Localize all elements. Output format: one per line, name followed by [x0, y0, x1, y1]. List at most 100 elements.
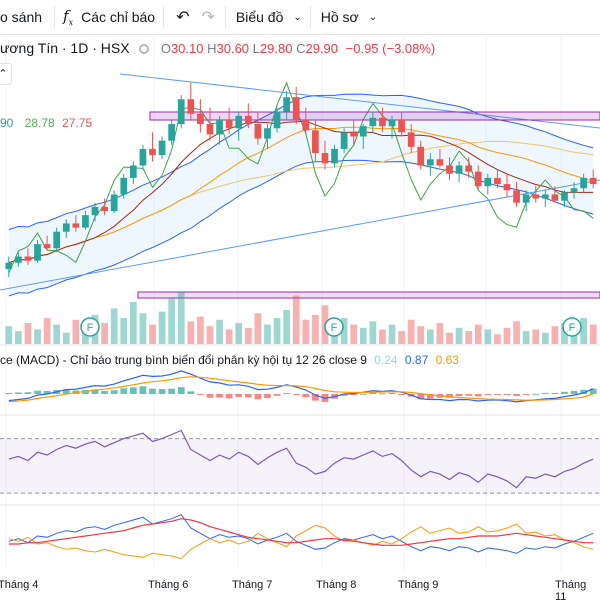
undo-button[interactable]: ↶: [164, 0, 195, 34]
dmi-minus-line: [8, 523, 594, 560]
volume-bar: [53, 324, 61, 344]
candle-body: [244, 115, 252, 125]
candle-body: [359, 126, 367, 137]
macd-histogram-bar: [5, 392, 13, 394]
collapse-legend-button[interactable]: ⌃: [0, 63, 12, 85]
volume-bar: [312, 314, 319, 344]
macd-signal-line: [8, 376, 594, 403]
macd-histogram-bar: [541, 392, 549, 394]
volume-bar: [43, 318, 51, 344]
volume-bar: [177, 292, 185, 344]
volume-bar: [570, 329, 578, 344]
volume-bar: [110, 308, 118, 344]
macd-histogram-bar: [532, 393, 540, 395]
macd-histogram-bar: [283, 393, 290, 395]
chart-type-button[interactable]: Biểu đồ ⌄: [226, 0, 310, 34]
indicators-button[interactable]: fx Các chỉ báo: [55, 0, 163, 34]
macd-histogram-bar: [110, 390, 118, 394]
volume-bar: [101, 322, 108, 344]
macd-line: [8, 370, 594, 403]
volume-bar: [235, 322, 243, 344]
adx-line: [8, 518, 594, 546]
volume-bar: [216, 319, 223, 344]
symbol-legend: ương Tín · 1D · HSX O30.10 H30.60 L29.80…: [0, 40, 435, 56]
candle-body: [388, 119, 396, 127]
x-tick-label: Tháng 4: [0, 579, 39, 591]
candle-body: [331, 148, 338, 164]
symbol-name[interactable]: ương Tín · 1D · HSX: [0, 40, 130, 56]
macd-histogram-bar: [388, 392, 396, 394]
macd-hist-value: 0.24: [374, 353, 398, 367]
macd-histogram-bar: [34, 390, 41, 394]
volume-bar: [350, 324, 358, 344]
macd-histogram-bar: [580, 389, 587, 394]
candle-body: [321, 153, 329, 164]
macd-histogram-bar: [446, 394, 453, 398]
candle-body: [62, 223, 70, 232]
toolbar-divider: [224, 6, 226, 28]
candle-body: [110, 194, 118, 212]
candle-body: [149, 148, 156, 156]
trendline-lower: [0, 179, 600, 291]
volume-bar: [62, 332, 70, 344]
volume-bar: [24, 322, 32, 344]
candle-body: [225, 119, 233, 129]
open-key: O: [160, 41, 171, 56]
high-value: 30.60: [216, 41, 250, 56]
macd-histogram-bar: [359, 393, 367, 395]
candle-body: [206, 124, 214, 135]
macd-histogram-bar: [129, 387, 137, 394]
volume-bar: [474, 324, 482, 344]
redo-button[interactable]: ↷: [195, 0, 224, 34]
profile-button[interactable]: Hồ sơ ⌄: [311, 0, 385, 34]
macd-histogram-bar: [551, 392, 559, 394]
macd-histogram-bar: [561, 391, 568, 394]
candle-body: [551, 194, 559, 201]
toolbar-divider: [54, 6, 56, 28]
macd-signal-value: 0.63: [435, 353, 459, 367]
candle-body: [436, 159, 444, 166]
candle-body: [446, 165, 453, 174]
candle-body: [158, 140, 166, 156]
indicator-value-1: 90: [0, 116, 14, 130]
candle-body: [494, 177, 501, 185]
volume-bar: [292, 295, 300, 344]
candle-body: [235, 115, 243, 129]
dmi-plus-line: [8, 514, 594, 554]
financial-event-icon: [80, 317, 100, 337]
volume-bar: [532, 329, 540, 344]
chart-type-label: Biểu đồ: [235, 9, 284, 25]
undo-icon: ↶: [176, 9, 190, 26]
rsi-line: [8, 429, 594, 489]
macd-histogram-bar: [168, 388, 176, 394]
candle-body: [177, 99, 185, 125]
macd-histogram-bar: [398, 394, 405, 395]
candle-body: [541, 194, 549, 199]
macd-histogram-bar: [455, 394, 463, 396]
macd-histogram-bar: [91, 389, 99, 394]
macd-histogram-bar: [254, 394, 262, 400]
candle-body: [522, 194, 530, 203]
macd-histogram-bar: [120, 388, 128, 394]
candle-body: [474, 171, 482, 187]
trendline-upper: [119, 73, 600, 129]
volume-bar: [158, 311, 166, 344]
candle-body: [120, 177, 128, 195]
candle-body: [292, 97, 300, 120]
volume-bar: [82, 327, 89, 344]
low-key: L: [252, 41, 260, 56]
macd-histogram-bar: [197, 394, 204, 395]
indicators-label: Các chỉ báo: [81, 9, 156, 25]
candle-body: [264, 128, 271, 139]
macd-histogram-bar: [513, 394, 520, 396]
compare-button[interactable]: o sánh: [0, 0, 50, 34]
macd-label[interactable]: ce (MACD) - Chỉ báo trung bình biến đổi …: [0, 353, 367, 367]
macd-histogram-bar: [292, 394, 300, 396]
macd-histogram-bar: [62, 389, 70, 394]
macd-histogram-bar: [426, 394, 434, 399]
volume-bar: [168, 298, 176, 344]
volume-bar: [149, 324, 156, 344]
time-axis[interactable]: Tháng 4 Tháng 6 Tháng 7 Tháng 8 Tháng 9 …: [0, 572, 600, 603]
macd-histogram-bar: [417, 394, 425, 400]
